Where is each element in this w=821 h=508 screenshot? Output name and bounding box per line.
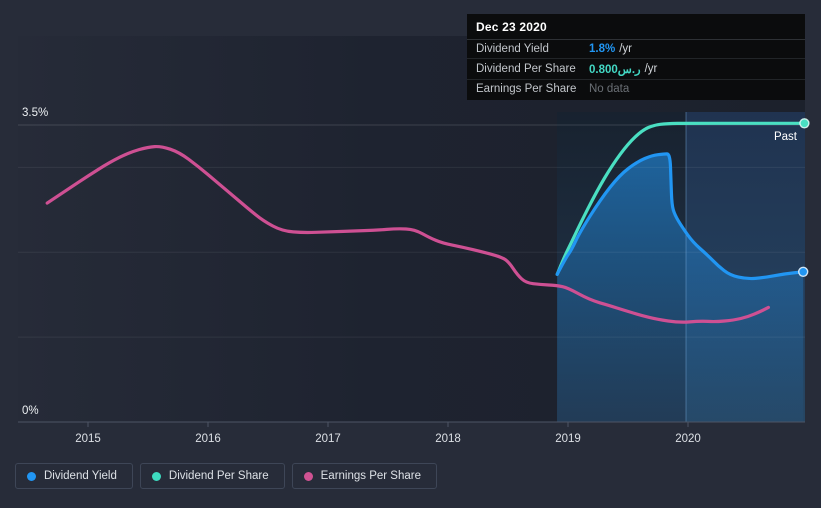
x-tick-label: 2020: [675, 433, 701, 445]
legend-item-earnings-per-share[interactable]: Earnings Per Share: [291, 463, 437, 489]
earnings-per-share-line[interactable]: [45, 144, 770, 324]
x-tick-label: 2016: [195, 433, 221, 445]
x-tick-label: 2015: [75, 433, 101, 445]
tooltip-label: Dividend Per Share: [476, 63, 576, 75]
legend-item-dividend-yield[interactable]: Dividend Yield: [15, 463, 133, 489]
tooltip-value-suffix: /yr: [619, 43, 632, 55]
legend-label: Earnings Per Share: [320, 470, 421, 482]
tooltip-value-suffix: /yr: [644, 63, 658, 75]
tooltip-row-dividend-per-share: Dividend Per Share 0.800ر.س /yr: [467, 59, 805, 80]
dividend-yield-line[interactable]: [555, 152, 805, 281]
legend-label: Dividend Yield: [44, 470, 117, 482]
legend-item-dividend-per-share[interactable]: Dividend Per Share: [139, 463, 285, 489]
y-axis-top-label: 3.5%: [22, 107, 48, 119]
tooltip-date: Dec 23 2020: [467, 14, 805, 40]
earnings-per-share-dot-icon: [303, 471, 313, 481]
tooltip-row-dividend-yield: Dividend Yield 1.8% /yr: [467, 40, 805, 59]
dividend-history-chart[interactable]: 2015 2016 2017 2018 2019 2020 3.5% 0% Past: [0, 0, 821, 460]
dividend-yield-endpoint-marker[interactable]: [798, 266, 809, 277]
dividend-yield-dot-icon: [27, 471, 36, 481]
x-tick-label: 2018: [435, 433, 461, 445]
x-tick-label: 2019: [555, 433, 581, 445]
legend-label: Dividend Per Share: [168, 470, 269, 482]
past-label: Past: [774, 131, 798, 143]
tooltip-value: No data: [589, 83, 630, 95]
tooltip-label: Dividend Yield: [476, 43, 549, 55]
tooltip-value: 1.8%: [589, 43, 616, 55]
y-axis-bottom-label: 0%: [22, 405, 39, 417]
dividend-per-share-line[interactable]: [555, 121, 806, 276]
dividend-per-share-dot-icon: [151, 471, 161, 481]
chart-legend: Dividend Yield Dividend Per Share Earnin…: [15, 463, 437, 489]
dividend-yield-area: [557, 153, 804, 422]
dividend-per-share-endpoint-marker[interactable]: [799, 118, 810, 129]
tooltip-label: Earnings Per Share: [476, 83, 577, 95]
x-tick-label: 2017: [315, 433, 341, 445]
tooltip-value: 0.800ر.س: [589, 64, 641, 76]
chart-tooltip: Dec 23 2020 Dividend Yield 1.8% /yr Divi…: [467, 14, 805, 100]
tooltip-row-earnings-per-share: Earnings Per Share No data: [467, 80, 805, 100]
